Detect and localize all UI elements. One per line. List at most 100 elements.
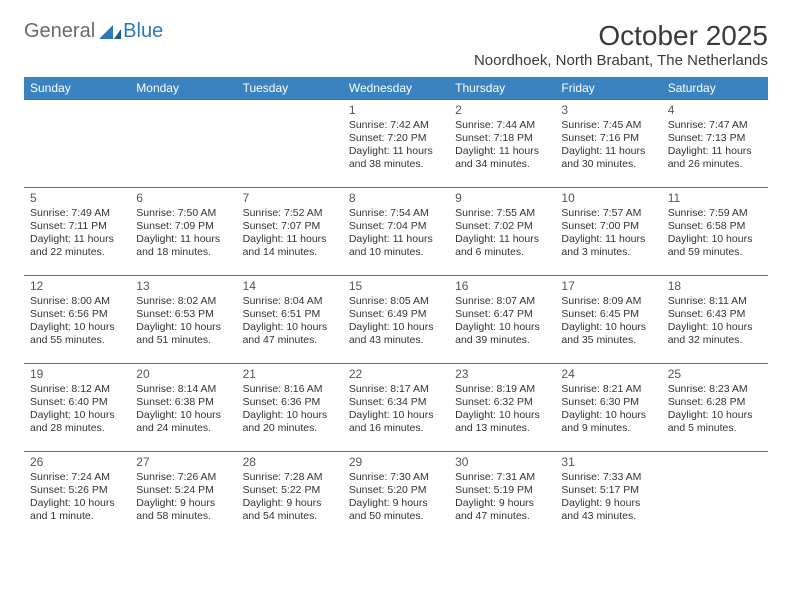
- day-number: 7: [243, 191, 337, 205]
- daylight-text: Daylight: 10 hours and 51 minutes.: [136, 321, 230, 347]
- sunrise-text: Sunrise: 7:50 AM: [136, 207, 230, 220]
- sunset-text: Sunset: 6:43 PM: [668, 308, 762, 321]
- daylight-text: Daylight: 10 hours and 1 minute.: [30, 497, 124, 523]
- sunrise-text: Sunrise: 7:31 AM: [455, 471, 549, 484]
- brand-part1: General: [24, 20, 95, 43]
- day-info: Sunrise: 7:30 AMSunset: 5:20 PMDaylight:…: [349, 471, 443, 524]
- calendar-cell: 11Sunrise: 7:59 AMSunset: 6:58 PMDayligh…: [662, 188, 768, 276]
- daylight-text: Daylight: 10 hours and 9 minutes.: [561, 409, 655, 435]
- sunset-text: Sunset: 5:24 PM: [136, 484, 230, 497]
- sunset-text: Sunset: 5:26 PM: [30, 484, 124, 497]
- daylight-text: Daylight: 10 hours and 32 minutes.: [668, 321, 762, 347]
- sunrise-text: Sunrise: 8:16 AM: [243, 383, 337, 396]
- calendar-cell: 25Sunrise: 8:23 AMSunset: 6:28 PMDayligh…: [662, 364, 768, 452]
- sunset-text: Sunset: 6:40 PM: [30, 396, 124, 409]
- daylight-text: Daylight: 10 hours and 39 minutes.: [455, 321, 549, 347]
- sunrise-text: Sunrise: 7:52 AM: [243, 207, 337, 220]
- sunset-text: Sunset: 6:34 PM: [349, 396, 443, 409]
- day-number: 19: [30, 367, 124, 381]
- calendar-cell: 23Sunrise: 8:19 AMSunset: 6:32 PMDayligh…: [449, 364, 555, 452]
- daylight-text: Daylight: 9 hours and 50 minutes.: [349, 497, 443, 523]
- sunset-text: Sunset: 6:36 PM: [243, 396, 337, 409]
- sunrise-text: Sunrise: 8:02 AM: [136, 295, 230, 308]
- day-number: 29: [349, 455, 443, 469]
- calendar-cell: 21Sunrise: 8:16 AMSunset: 6:36 PMDayligh…: [237, 364, 343, 452]
- weekday-header: Saturday: [662, 77, 768, 100]
- weekday-header: Tuesday: [237, 77, 343, 100]
- calendar-cell: 10Sunrise: 7:57 AMSunset: 7:00 PMDayligh…: [555, 188, 661, 276]
- day-info: Sunrise: 8:19 AMSunset: 6:32 PMDaylight:…: [455, 383, 549, 436]
- sunset-text: Sunset: 6:28 PM: [668, 396, 762, 409]
- day-number: 22: [349, 367, 443, 381]
- weekday-header: Sunday: [24, 77, 130, 100]
- sunset-text: Sunset: 7:00 PM: [561, 220, 655, 233]
- calendar-cell: 8 Sunrise: 7:54 AMSunset: 7:04 PMDaylight…: [343, 188, 449, 276]
- sunrise-text: Sunrise: 8:17 AM: [349, 383, 443, 396]
- day-info: Sunrise: 7:55 AMSunset: 7:02 PMDaylight:…: [455, 207, 549, 260]
- sunrise-text: Sunrise: 8:00 AM: [30, 295, 124, 308]
- calendar-cell: [130, 100, 236, 188]
- daylight-text: Daylight: 11 hours and 38 minutes.: [349, 145, 443, 171]
- day-info: Sunrise: 8:11 AMSunset: 6:43 PMDaylight:…: [668, 295, 762, 348]
- calendar-table: SundayMondayTuesdayWednesdayThursdayFrid…: [24, 77, 768, 539]
- calendar-week: 1Sunrise: 7:42 AMSunset: 7:20 PMDaylight…: [24, 100, 768, 188]
- calendar-week: 26Sunrise: 7:24 AMSunset: 5:26 PMDayligh…: [24, 452, 768, 540]
- sunrise-text: Sunrise: 7:57 AM: [561, 207, 655, 220]
- location-subtitle: Noordhoek, North Brabant, The Netherland…: [24, 52, 768, 69]
- day-number: 20: [136, 367, 230, 381]
- daylight-text: Daylight: 11 hours and 3 minutes.: [561, 233, 655, 259]
- page-title: October 2025: [598, 20, 768, 52]
- weekday-header: Thursday: [449, 77, 555, 100]
- day-number: 17: [561, 279, 655, 293]
- sunrise-text: Sunrise: 7:45 AM: [561, 119, 655, 132]
- day-info: Sunrise: 7:44 AMSunset: 7:18 PMDaylight:…: [455, 119, 549, 172]
- day-info: Sunrise: 7:59 AMSunset: 6:58 PMDaylight:…: [668, 207, 762, 260]
- sunset-text: Sunset: 7:13 PM: [668, 132, 762, 145]
- calendar-cell: 20Sunrise: 8:14 AMSunset: 6:38 PMDayligh…: [130, 364, 236, 452]
- calendar-cell: 4Sunrise: 7:47 AMSunset: 7:13 PMDaylight…: [662, 100, 768, 188]
- sunrise-text: Sunrise: 8:07 AM: [455, 295, 549, 308]
- weekday-header: Friday: [555, 77, 661, 100]
- brand-logo: General Blue: [24, 20, 163, 43]
- calendar-week: 19 Sunrise: 8:12 AMSunset: 6:40 PMDayligh…: [24, 364, 768, 452]
- calendar-cell: 3Sunrise: 7:45 AMSunset: 7:16 PMDaylight…: [555, 100, 661, 188]
- day-info: Sunrise: 7:47 AMSunset: 7:13 PMDaylight:…: [668, 119, 762, 172]
- day-number: 12: [30, 279, 124, 293]
- day-info: Sunrise: 7:45 AMSunset: 7:16 PMDaylight:…: [561, 119, 655, 172]
- calendar-cell: [24, 100, 130, 188]
- weekday-header: Monday: [130, 77, 236, 100]
- day-info: Sunrise: 7:26 AMSunset: 5:24 PMDaylight:…: [136, 471, 230, 524]
- day-info: Sunrise: 7:54 AMSunset: 7:04 PMDaylight:…: [349, 207, 443, 260]
- sunset-text: Sunset: 7:09 PM: [136, 220, 230, 233]
- sunrise-text: Sunrise: 7:26 AM: [136, 471, 230, 484]
- day-number: 8: [349, 191, 443, 205]
- sunset-text: Sunset: 5:22 PM: [243, 484, 337, 497]
- calendar-cell: 2Sunrise: 7:44 AMSunset: 7:18 PMDaylight…: [449, 100, 555, 188]
- sunrise-text: Sunrise: 7:49 AM: [30, 207, 124, 220]
- brand-part2: Blue: [123, 20, 163, 43]
- daylight-text: Daylight: 9 hours and 58 minutes.: [136, 497, 230, 523]
- sunrise-text: Sunrise: 8:11 AM: [668, 295, 762, 308]
- day-number: 30: [455, 455, 549, 469]
- calendar-cell: 31Sunrise: 7:33 AMSunset: 5:17 PMDayligh…: [555, 452, 661, 540]
- daylight-text: Daylight: 11 hours and 10 minutes.: [349, 233, 443, 259]
- day-number: 5: [30, 191, 124, 205]
- daylight-text: Daylight: 11 hours and 30 minutes.: [561, 145, 655, 171]
- calendar-cell: 24Sunrise: 8:21 AMSunset: 6:30 PMDayligh…: [555, 364, 661, 452]
- sunset-text: Sunset: 6:58 PM: [668, 220, 762, 233]
- sunset-text: Sunset: 6:38 PM: [136, 396, 230, 409]
- day-info: Sunrise: 7:50 AMSunset: 7:09 PMDaylight:…: [136, 207, 230, 260]
- day-info: Sunrise: 8:12 AMSunset: 6:40 PMDaylight:…: [30, 383, 124, 436]
- daylight-text: Daylight: 11 hours and 26 minutes.: [668, 145, 762, 171]
- day-info: Sunrise: 7:24 AMSunset: 5:26 PMDaylight:…: [30, 471, 124, 524]
- sunset-text: Sunset: 7:20 PM: [349, 132, 443, 145]
- calendar-cell: 22 Sunrise: 8:17 AMSunset: 6:34 PMDayligh…: [343, 364, 449, 452]
- calendar-cell: 27Sunrise: 7:26 AMSunset: 5:24 PMDayligh…: [130, 452, 236, 540]
- day-info: Sunrise: 8:17 AMSunset: 6:34 PMDaylight:…: [349, 383, 443, 436]
- calendar-cell: [662, 452, 768, 540]
- day-info: Sunrise: 8:04 AMSunset: 6:51 PMDaylight:…: [243, 295, 337, 348]
- calendar-cell: 9Sunrise: 7:55 AMSunset: 7:02 PMDaylight…: [449, 188, 555, 276]
- day-number: 15: [349, 279, 443, 293]
- calendar-cell: 6Sunrise: 7:50 AMSunset: 7:09 PMDaylight…: [130, 188, 236, 276]
- sail-icon: [99, 25, 121, 39]
